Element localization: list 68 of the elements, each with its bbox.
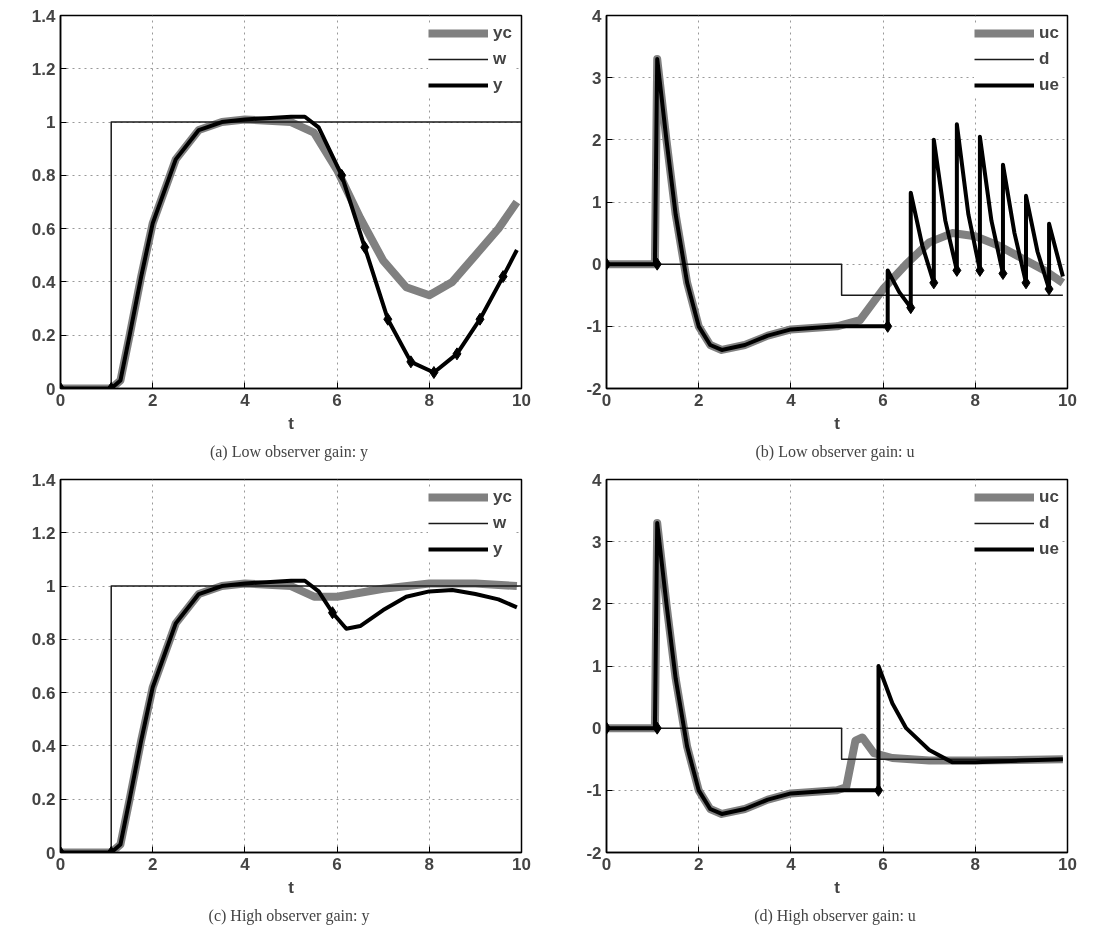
y-tick-label: 0.6 <box>31 683 56 703</box>
y-tick-label: 1.4 <box>31 470 57 490</box>
legend-label: yc <box>493 23 513 43</box>
y-tick-label: 3 <box>592 68 602 88</box>
x-axis-title: t <box>288 413 295 433</box>
x-tick-label: 2 <box>147 390 158 410</box>
y-tick-label: -2 <box>586 379 602 399</box>
x-tick-label: 6 <box>878 390 888 410</box>
x-tick-label: 4 <box>786 390 797 410</box>
text: (c) High observer gain: y <box>208 906 370 925</box>
x-tick-label: 10 <box>512 854 531 874</box>
y-tick-label: 1 <box>592 657 602 676</box>
y-tick-label: 1.2 <box>31 523 56 543</box>
y-tick-label: -1 <box>586 317 602 337</box>
x-tick-label: 6 <box>332 390 342 410</box>
y-tick-label: -2 <box>586 843 602 863</box>
y-tick-label: 0 <box>592 255 602 275</box>
y-tick-label: -1 <box>586 781 602 801</box>
x-tick-label: 4 <box>786 854 797 874</box>
x-tick-label: 8 <box>970 854 981 874</box>
x-axis-title: t <box>834 413 841 433</box>
x-tick-label: 8 <box>970 390 981 410</box>
y-tick-label: 0.4 <box>31 272 57 292</box>
x-tick-label: 8 <box>424 854 435 874</box>
y-tick-label: 0.2 <box>31 790 56 810</box>
x-tick-label: 10 <box>1058 390 1077 410</box>
legend-label: w <box>493 49 508 69</box>
text: (a) Low observer gain: y <box>209 442 369 461</box>
y-tick-label: 1.4 <box>31 6 57 26</box>
x-tick-label: 6 <box>878 854 888 874</box>
x-tick-label: 2 <box>147 854 158 874</box>
x-tick-label: 6 <box>332 854 342 874</box>
y-tick-label: 1 <box>46 577 56 597</box>
y-tick-label: 1 <box>46 113 56 133</box>
legend-label: uc <box>1039 23 1059 43</box>
legend-label: ue <box>1039 539 1059 559</box>
text: (b) Low observer gain: u <box>755 442 915 461</box>
x-tick-label: 8 <box>424 390 435 410</box>
y-tick-label: 1.2 <box>31 59 56 79</box>
legend-label: w <box>493 513 508 533</box>
x-tick-label: 10 <box>1058 854 1077 874</box>
y-tick-label: 0.8 <box>31 630 56 650</box>
y-tick-label: 0.4 <box>31 736 57 756</box>
legend-label: d <box>1039 513 1051 533</box>
y-tick-label: 4 <box>592 6 603 26</box>
y-tick-label: 4 <box>592 470 603 490</box>
x-tick-label: 2 <box>693 854 704 874</box>
legend-label: uc <box>1039 487 1059 507</box>
y-tick-label: 0 <box>592 719 602 739</box>
x-axis-title: t <box>288 877 295 897</box>
y-tick-label: 0.2 <box>31 326 56 346</box>
y-tick-label: 1 <box>592 193 602 212</box>
y-tick-label: 2 <box>592 130 602 150</box>
text: (d) High observer gain: u <box>754 906 916 925</box>
y-tick-label: 3 <box>592 532 602 552</box>
legend-label: y <box>493 539 504 559</box>
y-tick-label: 2 <box>592 594 602 614</box>
x-tick-label: 4 <box>240 854 251 874</box>
x-tick-label: 2 <box>693 390 704 410</box>
y-tick-label: 0.6 <box>31 219 56 239</box>
legend-label: d <box>1039 49 1051 69</box>
legend-label: yc <box>493 487 513 507</box>
y-tick-label: 0.8 <box>31 166 56 186</box>
legend-label: y <box>493 75 504 95</box>
x-axis-title: t <box>834 877 841 897</box>
x-tick-label: 10 <box>512 390 531 410</box>
legend-label: ue <box>1039 75 1059 95</box>
x-tick-label: 4 <box>240 390 251 410</box>
